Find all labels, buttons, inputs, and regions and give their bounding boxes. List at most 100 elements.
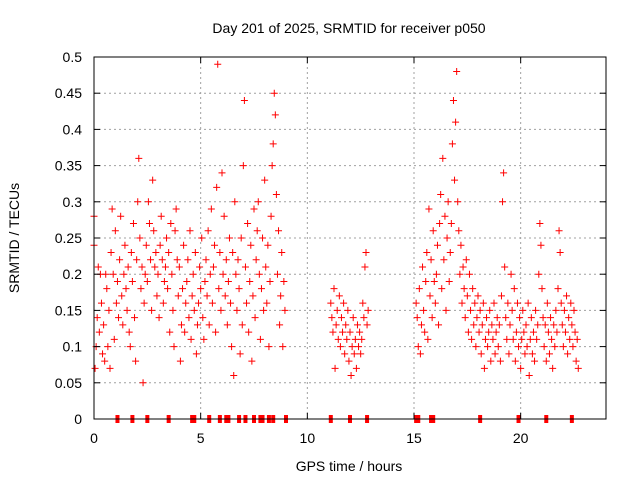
data-point-marker xyxy=(437,191,444,198)
data-point-marker xyxy=(535,271,542,278)
data-point-marker xyxy=(270,140,277,147)
data-point-marker xyxy=(415,343,422,350)
data-point-marker xyxy=(180,242,187,249)
data-point-marker xyxy=(225,278,232,285)
data-point-marker xyxy=(556,227,563,234)
data-point-marker xyxy=(348,372,355,379)
x-tick-label: 0 xyxy=(90,430,98,446)
data-point-marker xyxy=(414,314,421,321)
data-point-marker xyxy=(125,263,132,270)
data-point-marker xyxy=(361,263,368,270)
data-point-marker xyxy=(246,278,253,285)
data-point-marker xyxy=(553,329,560,336)
data-point-marker xyxy=(212,329,219,336)
data-point-marker xyxy=(342,321,349,328)
data-point-marker xyxy=(521,350,528,357)
data-point-marker xyxy=(484,343,491,350)
data-point-marker xyxy=(423,249,430,256)
data-point-marker xyxy=(446,278,453,285)
data-point-marker xyxy=(483,314,490,321)
data-point-marker xyxy=(242,263,249,270)
data-point-marker xyxy=(265,343,272,350)
data-point-marker xyxy=(274,271,281,278)
data-point-marker xyxy=(263,300,270,307)
data-point-marker xyxy=(256,271,263,278)
data-point-marker xyxy=(226,235,233,242)
data-point-marker xyxy=(431,278,438,285)
data-point-marker xyxy=(497,358,504,365)
data-point-marker xyxy=(131,314,138,321)
data-point-marker xyxy=(135,155,142,162)
y-tick-label: 0.5 xyxy=(63,49,83,65)
data-point-marker xyxy=(240,162,247,169)
data-point-marker xyxy=(224,321,231,328)
data-point-marker xyxy=(513,329,520,336)
data-point-marker xyxy=(329,329,336,336)
data-point-marker xyxy=(271,90,278,97)
data-point-marker xyxy=(488,321,495,328)
data-point-marker xyxy=(558,300,565,307)
x-tick-label: 10 xyxy=(300,430,316,446)
data-point-marker xyxy=(249,292,256,299)
data-point-marker xyxy=(237,350,244,357)
data-point-marker xyxy=(530,329,537,336)
data-point-marker xyxy=(547,314,554,321)
data-point-marker xyxy=(191,307,198,314)
data-point-marker xyxy=(280,278,287,285)
data-point-marker xyxy=(162,263,169,270)
data-point-marker xyxy=(365,307,372,314)
data-point-marker xyxy=(481,365,488,372)
data-point-marker xyxy=(450,97,457,104)
data-point-marker xyxy=(559,321,566,328)
data-point-marker xyxy=(210,263,217,270)
data-point-marker xyxy=(197,285,204,292)
data-point-marker xyxy=(529,350,536,357)
data-point-marker xyxy=(216,249,223,256)
data-point-marker xyxy=(546,350,553,357)
data-point-marker xyxy=(533,336,540,343)
data-point-marker xyxy=(487,358,494,365)
data-point-marker xyxy=(363,249,370,256)
data-point-marker xyxy=(127,343,134,350)
data-point-marker xyxy=(201,278,208,285)
data-point-marker xyxy=(168,271,175,278)
data-point-marker xyxy=(466,271,473,278)
data-point-marker xyxy=(462,314,469,321)
data-point-marker xyxy=(511,285,518,292)
data-point-marker xyxy=(557,249,564,256)
data-point-marker xyxy=(532,307,539,314)
data-point-marker xyxy=(475,292,482,299)
srmtid-scatter-chart: Day 201 of 2025, SRMTID for receiver p05… xyxy=(0,0,640,480)
data-point-marker xyxy=(456,271,463,278)
data-point-marker xyxy=(111,336,118,343)
data-point-marker xyxy=(219,169,226,176)
data-point-marker xyxy=(503,336,510,343)
data-point-marker xyxy=(264,242,271,249)
x-tick-label: 5 xyxy=(197,430,205,446)
data-point-marker xyxy=(477,307,484,314)
data-point-marker xyxy=(205,227,212,234)
data-point-marker xyxy=(492,350,499,357)
data-point-marker xyxy=(443,307,450,314)
data-point-marker xyxy=(424,336,431,343)
data-point-marker xyxy=(172,227,179,234)
data-point-marker xyxy=(269,162,276,169)
data-point-marker xyxy=(259,235,266,242)
data-point-marker xyxy=(514,300,521,307)
data-point-marker xyxy=(143,242,150,249)
data-point-marker xyxy=(182,300,189,307)
data-point-marker xyxy=(360,314,367,321)
data-point-marker xyxy=(460,263,467,270)
data-point-marker xyxy=(173,206,180,213)
data-point-marker xyxy=(141,300,148,307)
data-point-marker xyxy=(277,292,284,299)
data-point-marker xyxy=(504,300,511,307)
data-point-marker xyxy=(155,271,162,278)
data-point-marker xyxy=(438,285,445,292)
data-point-marker xyxy=(435,321,442,328)
data-point-marker xyxy=(126,329,133,336)
data-point-marker xyxy=(573,358,580,365)
data-point-marker xyxy=(272,111,279,118)
y-tick-label: 0.25 xyxy=(55,230,82,246)
data-point-marker xyxy=(574,336,581,343)
